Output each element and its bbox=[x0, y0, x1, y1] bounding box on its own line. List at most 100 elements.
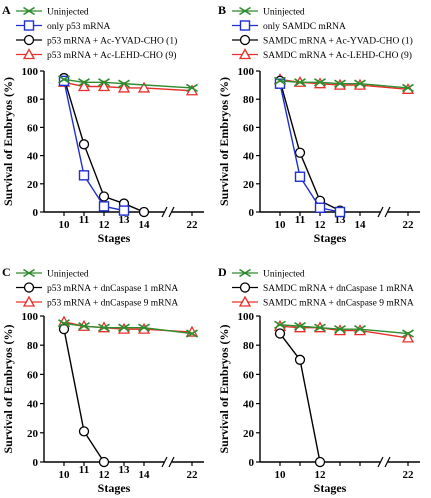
legend: Uninjected p53 mRNA + dnCaspase 1 mRNA p53… bbox=[16, 268, 178, 309]
y-tick-label: 60 bbox=[243, 122, 255, 134]
y-tick-label: 40 bbox=[27, 151, 39, 163]
legend-item: Uninjected bbox=[232, 268, 305, 280]
y-tick-label: 20 bbox=[27, 179, 39, 191]
marker-stroke bbox=[274, 320, 286, 329]
legend-label: Uninjected bbox=[47, 8, 89, 18]
data-point-circle bbox=[138, 206, 150, 218]
x-axis-title: Stages bbox=[314, 231, 347, 245]
y-tick-label: 0 bbox=[249, 457, 255, 469]
data-point-triangle bbox=[401, 331, 415, 343]
axis-break-mark bbox=[161, 456, 168, 468]
x-axis-title: Stages bbox=[98, 231, 131, 245]
data-point-x bbox=[334, 324, 346, 334]
axis-break-gap bbox=[164, 457, 172, 467]
marker-stroke bbox=[98, 78, 110, 87]
data-point-square bbox=[294, 171, 306, 182]
y-tick-label: 80 bbox=[27, 94, 39, 106]
marker-stroke bbox=[334, 79, 346, 88]
marker-stroke bbox=[274, 76, 286, 86]
data-point-x bbox=[118, 323, 130, 332]
x-tick-label: 12 bbox=[315, 219, 327, 231]
legend-item: Uninjected bbox=[16, 268, 89, 280]
data-point-circle bbox=[58, 323, 70, 335]
data-point-x bbox=[186, 329, 198, 338]
legend-label: p53 mRNA + Ac-YVAD-CHO (1) bbox=[47, 36, 177, 47]
x-tick-label: 10 bbox=[275, 219, 287, 231]
panel-letter: D bbox=[218, 265, 227, 279]
axis-break-mark bbox=[384, 206, 391, 218]
legend-marker-circle bbox=[23, 282, 35, 293]
x-tick-label: 10 bbox=[275, 469, 287, 481]
data-point-circle bbox=[314, 456, 326, 468]
data-point-x bbox=[98, 78, 110, 87]
legend-label: SAMDC mRNA + Ac-YVAD-CHO (1) bbox=[263, 36, 413, 47]
y-axis-title: Survival of Embryos (%) bbox=[217, 324, 231, 453]
series-line bbox=[279, 83, 341, 213]
marker-stroke bbox=[239, 268, 251, 278]
y-tick-label: 80 bbox=[243, 94, 255, 106]
series-line bbox=[63, 80, 125, 212]
data-point-square bbox=[314, 202, 326, 213]
data-point-x bbox=[402, 329, 414, 338]
series-x bbox=[58, 319, 198, 338]
axis-break-mark bbox=[168, 206, 175, 218]
marker-stroke bbox=[78, 78, 90, 87]
data-point-circle bbox=[294, 147, 306, 158]
legend-marker-x bbox=[23, 6, 35, 16]
marker-stroke bbox=[186, 329, 198, 338]
series-line bbox=[63, 81, 193, 92]
x-tick-label: 14 bbox=[355, 219, 367, 231]
legend-item: p53 mRNA + Ac-LEHD-CHO (9) bbox=[16, 48, 176, 61]
y-tick-label: 80 bbox=[27, 340, 39, 352]
axis-break-gap bbox=[164, 207, 172, 217]
marker-stroke bbox=[314, 78, 326, 87]
legend: Uninjected SAMDC mRNA + dnCaspase 1 mRNA S… bbox=[232, 268, 414, 309]
marker-stroke bbox=[402, 329, 414, 338]
series-x bbox=[274, 76, 414, 93]
legend-item: SAMDC mRNA + Ac-YVAD-CHO (1) bbox=[232, 34, 413, 47]
legend: Uninjected only SAMDC mRNA SAMDC mRNA + Ac… bbox=[232, 6, 413, 61]
legend-marker-x bbox=[239, 268, 251, 278]
x-tick-label: 13 bbox=[119, 214, 131, 226]
y-tick-label: 100 bbox=[22, 66, 39, 78]
series-circle bbox=[274, 75, 346, 216]
series-square bbox=[58, 75, 130, 216]
x-tick-label: 13 bbox=[119, 464, 131, 476]
legend-marker-circle bbox=[239, 34, 251, 46]
x-tick-label: 13 bbox=[335, 214, 347, 226]
y-tick-label: 100 bbox=[238, 311, 255, 323]
axis-break-mark bbox=[384, 456, 391, 468]
legend-marker-triangle bbox=[238, 295, 252, 307]
marker-stroke bbox=[23, 268, 35, 278]
marker-stroke bbox=[186, 83, 198, 93]
legend-label: p53 mRNA + dnCaspase 9 mRNA bbox=[47, 299, 178, 309]
panel-letter: A bbox=[2, 3, 11, 17]
legend-label: p53 mRNA + dnCaspase 1 mRNA bbox=[47, 284, 178, 294]
marker-stroke bbox=[294, 78, 306, 87]
x-tick-label: 22 bbox=[403, 469, 415, 481]
data-point-x bbox=[186, 83, 198, 93]
y-tick-label: 20 bbox=[27, 428, 39, 440]
legend-marker-triangle bbox=[22, 48, 36, 60]
legend-item: SAMDC mRNA + dnCaspase 9 mRNA bbox=[232, 295, 414, 309]
data-point-x bbox=[354, 79, 366, 88]
data-point-x bbox=[294, 322, 306, 331]
legend-label: p53 mRNA + Ac-LEHD-CHO (9) bbox=[47, 50, 176, 61]
axis-break-mark bbox=[377, 206, 384, 218]
y-axis-title: Survival of Embryos (%) bbox=[217, 77, 231, 206]
marker-stroke bbox=[294, 322, 306, 331]
legend-item: p53 mRNA + Ac-YVAD-CHO (1) bbox=[16, 34, 177, 47]
panel-a: A Uninjected only p53 mRNA p53 mRNA + Ac-YV… bbox=[1, 3, 204, 245]
series-x bbox=[274, 320, 414, 338]
marker-stroke bbox=[58, 319, 70, 328]
axes: 0 20 40 60 80 100 10 11 12 13 14 22 bbox=[22, 311, 204, 481]
panel-letter: C bbox=[2, 265, 11, 279]
marker-stroke bbox=[239, 6, 251, 16]
legend-item: Uninjected bbox=[16, 6, 89, 18]
marker-stroke bbox=[354, 324, 366, 334]
x-tick-label: 12 bbox=[99, 469, 111, 481]
data-point-x bbox=[98, 323, 110, 332]
data-point-x bbox=[58, 75, 70, 84]
legend-marker-circle bbox=[239, 282, 251, 293]
axis-break-gap bbox=[380, 457, 388, 467]
